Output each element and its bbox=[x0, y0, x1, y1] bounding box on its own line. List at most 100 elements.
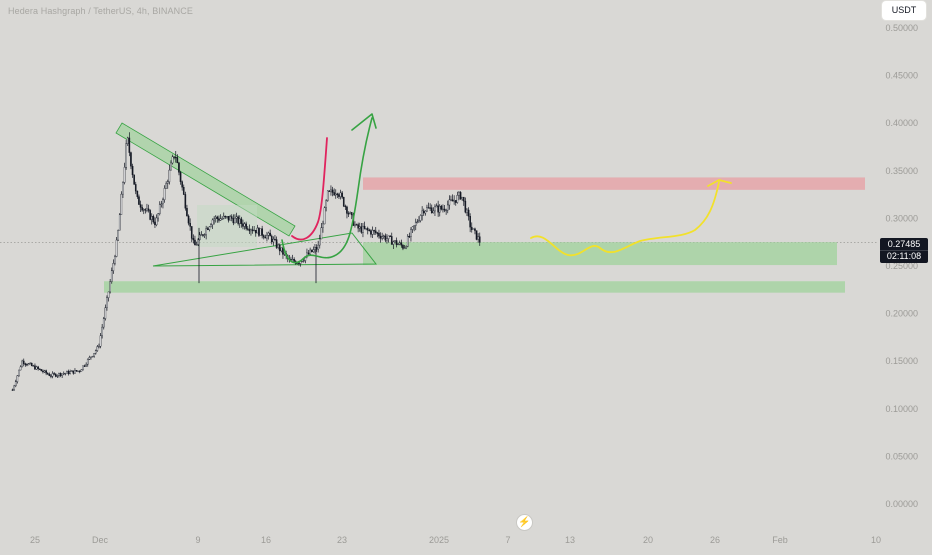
candle-body[interactable] bbox=[456, 195, 459, 203]
candle-body[interactable] bbox=[414, 222, 417, 226]
candle-body[interactable] bbox=[77, 370, 79, 372]
candle-body[interactable] bbox=[363, 225, 366, 229]
candle-body[interactable] bbox=[378, 232, 380, 237]
candle-body[interactable] bbox=[470, 226, 473, 230]
zones[interactable] bbox=[104, 177, 865, 293]
candle-body[interactable] bbox=[419, 215, 422, 221]
candle-body[interactable] bbox=[362, 225, 364, 233]
candle-body[interactable] bbox=[26, 364, 28, 366]
candle-body[interactable] bbox=[219, 218, 222, 221]
candle-body[interactable] bbox=[184, 194, 187, 209]
lightning-icon[interactable]: ⚡ bbox=[517, 515, 532, 530]
candle-body[interactable] bbox=[435, 205, 438, 208]
candle-body[interactable] bbox=[173, 156, 175, 158]
candle-body[interactable] bbox=[403, 247, 406, 249]
red-projection-line[interactable] bbox=[291, 137, 328, 241]
candle-body[interactable] bbox=[368, 229, 371, 232]
candle-body[interactable] bbox=[91, 355, 94, 358]
candle-body[interactable] bbox=[381, 236, 383, 239]
candle-body[interactable] bbox=[218, 218, 220, 221]
candle-body[interactable] bbox=[443, 208, 446, 211]
candle-body[interactable] bbox=[293, 259, 295, 262]
candle-body[interactable] bbox=[357, 224, 359, 229]
candle-body[interactable] bbox=[406, 235, 409, 247]
candle-body[interactable] bbox=[350, 212, 353, 216]
candle-body[interactable] bbox=[269, 232, 271, 237]
candle-body[interactable] bbox=[434, 206, 436, 212]
candle-body[interactable] bbox=[262, 235, 265, 238]
candle-body[interactable] bbox=[339, 192, 342, 197]
candle-body[interactable] bbox=[58, 373, 60, 376]
candle-body[interactable] bbox=[253, 229, 255, 232]
candle-body[interactable] bbox=[274, 238, 276, 241]
candle-body[interactable] bbox=[22, 360, 25, 365]
candle-body[interactable] bbox=[165, 183, 167, 189]
candle-body[interactable] bbox=[330, 189, 332, 192]
candle-body[interactable] bbox=[430, 207, 433, 214]
candle-body[interactable] bbox=[27, 363, 30, 366]
candle-body[interactable] bbox=[301, 261, 303, 263]
candle-body[interactable] bbox=[358, 226, 361, 229]
candle-body[interactable] bbox=[397, 243, 399, 246]
candle-body[interactable] bbox=[88, 357, 91, 360]
candle-body[interactable] bbox=[32, 365, 35, 367]
candle-body[interactable] bbox=[226, 216, 228, 218]
candle-body[interactable] bbox=[230, 216, 233, 219]
candle-body[interactable] bbox=[24, 363, 27, 365]
candle-body[interactable] bbox=[131, 165, 134, 176]
candle-body[interactable] bbox=[29, 363, 31, 365]
candle-body[interactable] bbox=[453, 200, 455, 202]
candle-body[interactable] bbox=[174, 156, 177, 159]
candle-body[interactable] bbox=[106, 297, 108, 308]
candle-body[interactable] bbox=[437, 205, 439, 213]
candle-body[interactable] bbox=[208, 226, 211, 230]
candle-body[interactable] bbox=[59, 373, 62, 376]
candle-body[interactable] bbox=[416, 221, 419, 223]
candle-body[interactable] bbox=[246, 228, 249, 230]
candle-body[interactable] bbox=[182, 187, 185, 195]
candle-body[interactable] bbox=[472, 228, 475, 230]
candle-body[interactable] bbox=[152, 216, 155, 223]
candle-body[interactable] bbox=[162, 199, 164, 205]
candle-body[interactable] bbox=[149, 210, 151, 220]
candle-body[interactable] bbox=[331, 189, 334, 193]
candle-body[interactable] bbox=[139, 204, 142, 208]
candle-body[interactable] bbox=[200, 234, 203, 236]
pattern-drawings[interactable] bbox=[115, 122, 378, 267]
candle-body[interactable] bbox=[238, 218, 241, 224]
candle-body[interactable] bbox=[237, 216, 239, 224]
support-zone[interactable] bbox=[363, 242, 837, 266]
candle-body[interactable] bbox=[154, 221, 156, 226]
candle-body[interactable] bbox=[11, 389, 14, 391]
candle-body[interactable] bbox=[309, 249, 311, 255]
candle-body[interactable] bbox=[122, 182, 124, 195]
candle-body[interactable] bbox=[341, 192, 343, 198]
candle-body[interactable] bbox=[48, 373, 51, 376]
candle-body[interactable] bbox=[387, 235, 390, 239]
candle-body[interactable] bbox=[229, 216, 231, 221]
candle-body[interactable] bbox=[45, 370, 47, 374]
candle-body[interactable] bbox=[322, 223, 324, 228]
candle-body[interactable] bbox=[67, 371, 70, 375]
candle-body[interactable] bbox=[232, 218, 235, 224]
candle-body[interactable] bbox=[85, 364, 87, 367]
candle-body[interactable] bbox=[408, 235, 411, 238]
candle-body[interactable] bbox=[181, 181, 183, 188]
candle-body[interactable] bbox=[216, 216, 219, 219]
candle-body[interactable] bbox=[382, 235, 385, 237]
candle-body[interactable] bbox=[98, 345, 100, 348]
candle-body[interactable] bbox=[459, 192, 462, 200]
yellow-projection-line[interactable] bbox=[530, 181, 720, 257]
candle-body[interactable] bbox=[280, 247, 283, 252]
candle-body[interactable] bbox=[112, 263, 115, 271]
candle-body[interactable] bbox=[398, 242, 401, 245]
candle-body[interactable] bbox=[102, 318, 105, 328]
candle-body[interactable] bbox=[14, 381, 17, 387]
candle-body[interactable] bbox=[234, 217, 236, 224]
candle-body[interactable] bbox=[120, 193, 123, 215]
candle-body[interactable] bbox=[354, 224, 356, 226]
candle-body[interactable] bbox=[302, 260, 305, 262]
candle-body[interactable] bbox=[258, 227, 260, 236]
candle-body[interactable] bbox=[30, 363, 33, 367]
candle-body[interactable] bbox=[171, 156, 174, 164]
